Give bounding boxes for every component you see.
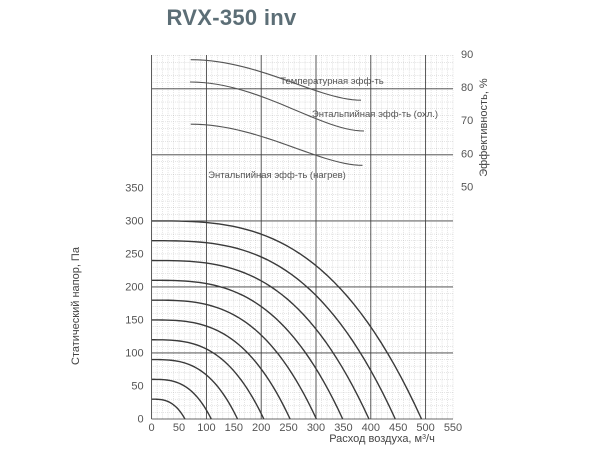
svg-text:60: 60 [461,148,473,160]
svg-text:80: 80 [461,82,473,94]
svg-text:50: 50 [173,422,185,434]
svg-text:250: 250 [125,248,143,260]
svg-text:Энтальпийная эфф-ть (нагрев): Энтальпийная эфф-ть (нагрев) [208,170,346,181]
svg-text:90: 90 [461,49,473,61]
svg-text:0: 0 [137,414,143,426]
svg-text:300: 300 [125,215,143,227]
svg-text:300: 300 [307,422,325,434]
svg-text:100: 100 [125,348,143,360]
svg-text:Температурная эфф-ть: Температурная эфф-ть [280,76,384,87]
svg-text:70: 70 [461,115,473,127]
svg-text:0: 0 [149,422,155,434]
svg-text:50: 50 [131,381,143,393]
svg-text:Энтальпийная эфф-ть (охл.): Энтальпийная эфф-ть (охл.) [312,109,438,120]
svg-text:200: 200 [125,281,143,293]
svg-text:250: 250 [279,422,297,434]
svg-text:150: 150 [125,314,143,326]
svg-text:200: 200 [252,422,270,434]
svg-text:100: 100 [197,422,215,434]
svg-text:Статический напор, Па: Статический напор, Па [70,246,82,365]
svg-text:150: 150 [225,422,243,434]
svg-text:Расход воздуха, м3/ч: Расход воздуха, м3/ч [329,433,435,445]
svg-text:Эффективность, %: Эффективность, % [478,78,490,177]
svg-text:550: 550 [444,422,462,434]
svg-text:50: 50 [461,181,473,193]
svg-text:350: 350 [125,182,143,194]
